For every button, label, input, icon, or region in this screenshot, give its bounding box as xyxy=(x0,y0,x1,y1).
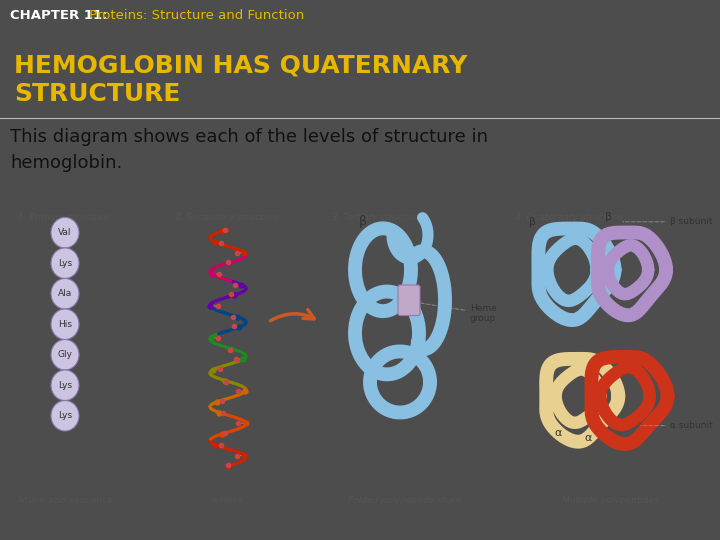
Text: 2. Secondary structure: 2. Secondary structure xyxy=(175,213,279,222)
Text: His: His xyxy=(58,320,72,329)
Text: CHAPTER 11:: CHAPTER 11: xyxy=(10,9,107,22)
Text: Heme
group: Heme group xyxy=(420,303,497,323)
Text: STRUCTURE: STRUCTURE xyxy=(14,82,181,105)
Text: α subunit: α subunit xyxy=(641,421,713,430)
Text: α-Helix: α-Helix xyxy=(212,496,244,505)
Text: Val: Val xyxy=(58,228,72,237)
Text: 1. Primary structure: 1. Primary structure xyxy=(18,213,109,222)
Circle shape xyxy=(51,279,79,309)
Circle shape xyxy=(51,401,79,431)
Text: 3. Tertiary structure: 3. Tertiary structure xyxy=(332,213,422,222)
FancyBboxPatch shape xyxy=(398,285,420,315)
Text: β: β xyxy=(605,212,611,222)
Circle shape xyxy=(51,340,79,370)
Circle shape xyxy=(51,370,79,401)
Text: Amino acid sequence: Amino acid sequence xyxy=(17,496,113,505)
Text: β: β xyxy=(359,215,367,228)
Text: Ala: Ala xyxy=(58,289,72,298)
Text: This diagram shows each of the levels of structure in: This diagram shows each of the levels of… xyxy=(10,128,488,146)
Circle shape xyxy=(51,309,79,340)
Text: β subunit: β subunit xyxy=(623,217,713,226)
Text: β: β xyxy=(528,217,536,227)
Text: Gly: Gly xyxy=(58,350,73,359)
Text: 4. Quaternary structure: 4. Quaternary structure xyxy=(515,213,622,222)
Text: hemoglobin.: hemoglobin. xyxy=(10,154,122,172)
Text: α: α xyxy=(585,433,592,443)
Text: Lys: Lys xyxy=(58,411,72,420)
Text: Lys: Lys xyxy=(58,259,72,268)
Text: Lys: Lys xyxy=(58,381,72,390)
Text: Folded polypeptide chain: Folded polypeptide chain xyxy=(348,496,462,505)
Circle shape xyxy=(51,248,79,279)
Circle shape xyxy=(51,218,79,248)
Text: HEMOGLOBIN HAS QUATERNARY: HEMOGLOBIN HAS QUATERNARY xyxy=(14,53,467,77)
Text: Multiple polypeptides: Multiple polypeptides xyxy=(562,496,658,505)
Text: α: α xyxy=(554,428,562,438)
Text: Proteins: Structure and Function: Proteins: Structure and Function xyxy=(85,9,305,22)
